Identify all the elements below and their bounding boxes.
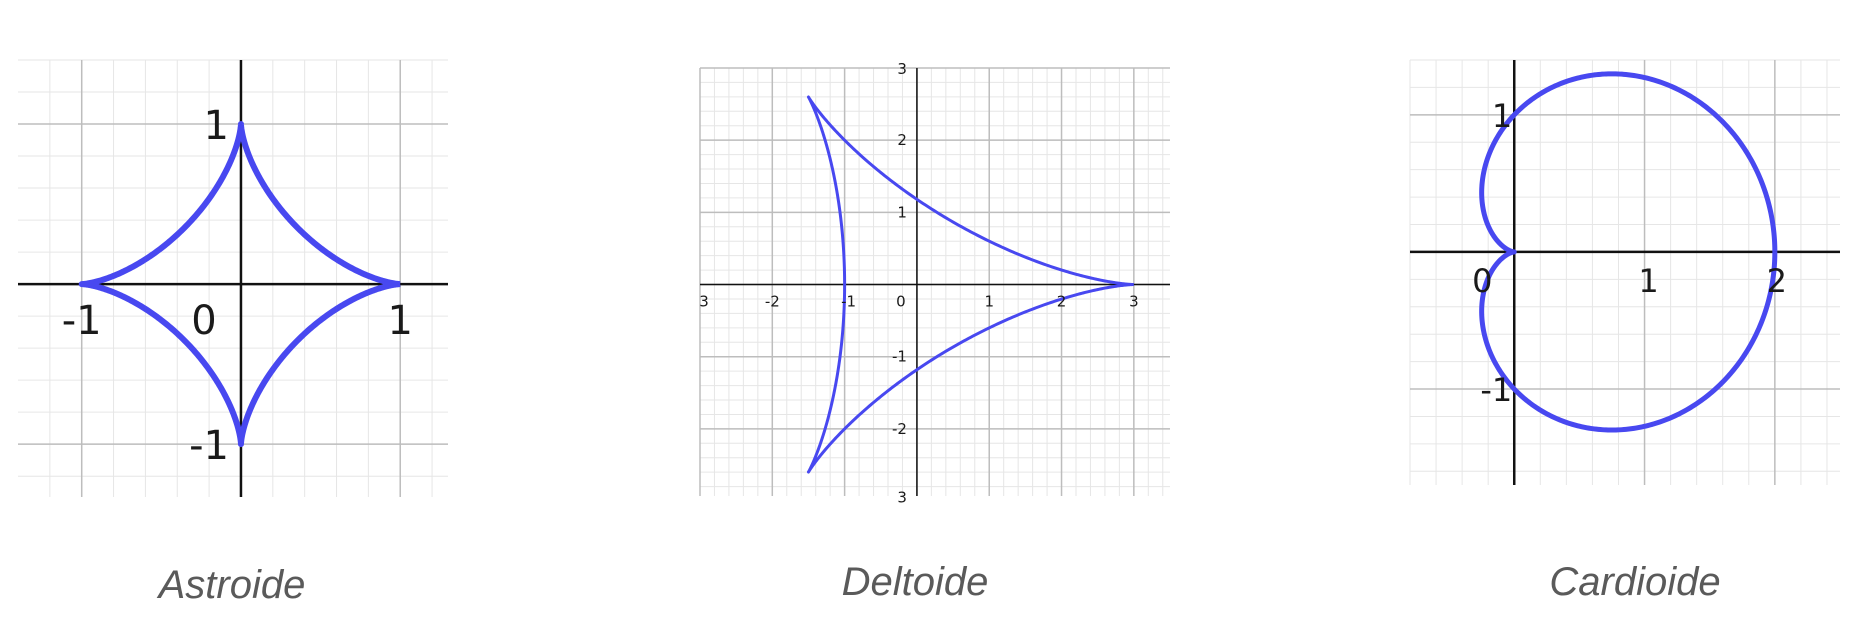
y-tick-label: 1 [897, 203, 907, 221]
deltoide-chart: 3 -2 -1 0 1 2 3 3 2 1 -1 -2 3 [699, 60, 1170, 506]
y-tick-label: 2 [897, 131, 907, 149]
curve [1479, 71, 1778, 433]
deltoide-caption: Deltoide [841, 560, 989, 604]
x-tick-label: 1 [1638, 262, 1658, 300]
astroide-panel: -1 1 0 1 -1 [18, 0, 448, 500]
y-tick-label: -2 [892, 420, 907, 438]
x-tick-label: 1 [387, 298, 412, 344]
x-tick-label: 1 [984, 293, 994, 311]
x-tick-label: 2 [1767, 262, 1787, 300]
y-tick-label: 1 [1492, 97, 1512, 135]
astroide-caption: Astroide [158, 563, 306, 607]
y-tick-label: -1 [892, 348, 907, 366]
x-tick-label: 3 [699, 293, 709, 311]
y-tick-label: 1 [204, 103, 229, 149]
cardioide-panel: 0 1 2 1 -1 [1400, 0, 1840, 500]
cardioide-caption: Cardioide [1549, 560, 1721, 604]
y-tick-label: -1 [189, 423, 229, 469]
y-tick-label: -1 [1480, 371, 1512, 409]
x-tick-label: -1 [841, 293, 856, 311]
origin-label: 0 [191, 298, 216, 344]
x-tick-label: 3 [1129, 293, 1139, 311]
y-tick-label: 3 [897, 60, 907, 78]
x-tick-label: 2 [1057, 293, 1067, 311]
curve [78, 121, 404, 448]
deltoide-panel: 3 -2 -1 0 1 2 3 3 2 1 -1 -2 3 [699, 0, 1170, 506]
astroide-chart: -1 1 0 1 -1 [18, 59, 448, 497]
curve [806, 95, 1136, 474]
y-tick-label: 3 [897, 488, 907, 506]
origin-label: 0 [896, 293, 906, 311]
x-tick-label: -2 [765, 293, 780, 311]
x-tick-label: 0 [1472, 262, 1492, 300]
cardioide-chart: 0 1 2 1 -1 [1409, 59, 1840, 485]
x-tick-label: -1 [62, 298, 102, 344]
